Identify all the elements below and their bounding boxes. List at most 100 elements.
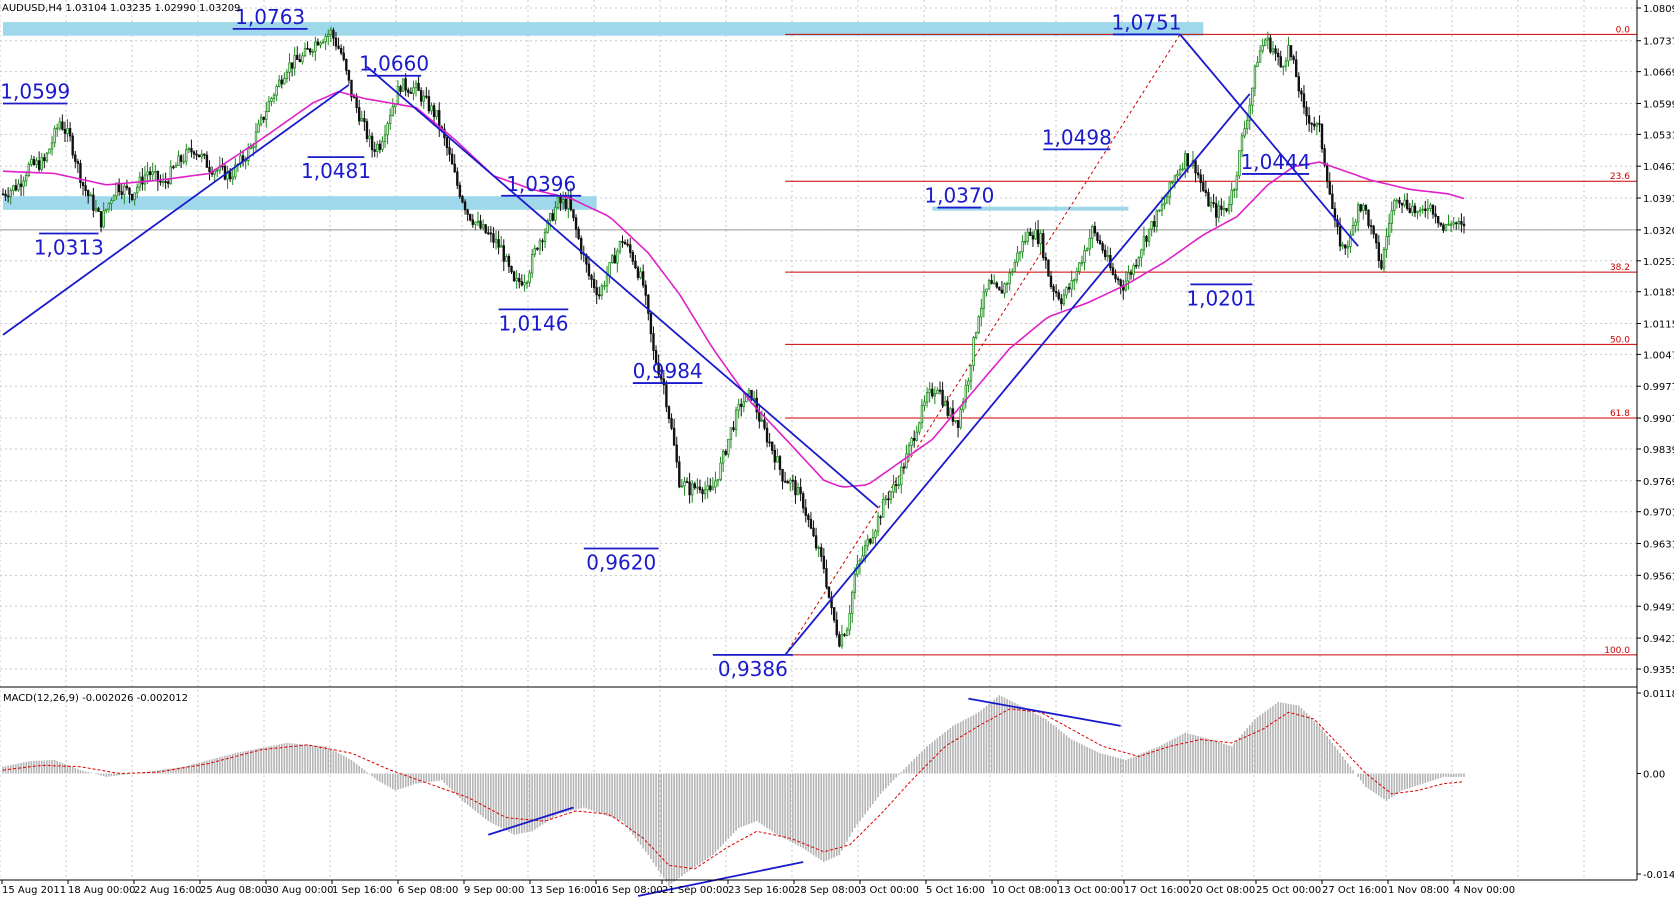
candle	[543, 228, 547, 249]
candle	[1305, 101, 1308, 126]
candle	[321, 38, 325, 44]
candle	[822, 548, 826, 574]
candle-body	[1457, 221, 1461, 225]
candle	[505, 253, 508, 262]
candle	[107, 202, 111, 213]
candle	[714, 471, 717, 494]
candle	[716, 478, 720, 487]
candle	[1359, 203, 1362, 213]
price-level-label: 1,0201	[1186, 286, 1256, 310]
candle	[1297, 72, 1300, 98]
candle	[1021, 235, 1024, 259]
candle-body	[938, 389, 942, 392]
candle-body	[1302, 93, 1306, 108]
candle-body	[1390, 210, 1393, 224]
candle-body	[40, 157, 43, 170]
candle-body	[469, 213, 472, 221]
candle	[969, 364, 973, 390]
candle-body	[1233, 189, 1236, 192]
candle	[843, 633, 846, 637]
candle-body	[641, 271, 645, 286]
candle-body	[910, 437, 913, 446]
candle-body	[146, 171, 149, 176]
candle	[1083, 244, 1086, 271]
candle-body	[1444, 223, 1448, 231]
candle-body	[280, 79, 283, 85]
candle-body	[1300, 90, 1303, 95]
trendline	[366, 65, 879, 509]
candle	[1271, 40, 1275, 56]
candle	[383, 124, 387, 148]
time-tick-label: 1 Nov 08:00	[1388, 885, 1449, 896]
candle-body	[185, 149, 188, 162]
candle	[936, 387, 939, 395]
price-tick-label: 0.93550	[1643, 665, 1674, 676]
candle-body	[747, 389, 751, 395]
candle-body	[634, 260, 637, 269]
candle	[1127, 265, 1130, 290]
candle	[1023, 231, 1027, 246]
candle-body	[30, 158, 33, 165]
candle-body	[50, 142, 54, 150]
candle-body	[1129, 272, 1133, 275]
candle-body	[1057, 292, 1060, 300]
candle	[1377, 235, 1381, 268]
candle	[869, 538, 872, 545]
time-tick-label: 4 Nov 00:00	[1454, 885, 1515, 896]
candle-body	[391, 106, 394, 117]
candle	[835, 611, 838, 638]
candle-body	[228, 171, 232, 180]
candle-body	[337, 45, 340, 49]
candle-body	[308, 48, 312, 53]
candle-body	[1202, 182, 1205, 191]
candle-body	[1287, 45, 1290, 62]
candle	[1418, 207, 1422, 217]
candle-body	[724, 450, 727, 455]
moving-average-line	[2, 90, 1465, 488]
candle-body	[1387, 222, 1391, 237]
candle-body	[1418, 209, 1422, 212]
candle-body	[301, 55, 304, 63]
candle	[884, 495, 887, 506]
candle-body	[1165, 196, 1169, 204]
price-level-label: 1,0396	[506, 172, 576, 196]
candle	[613, 247, 616, 264]
candle	[832, 607, 836, 623]
candle-body	[789, 479, 792, 484]
candle	[1300, 87, 1303, 102]
candle-body	[577, 228, 580, 239]
candle-body	[1346, 246, 1350, 249]
candle-body	[564, 199, 567, 209]
candle	[1034, 221, 1037, 240]
candle	[665, 380, 668, 413]
time-tick-label: 25 Aug 08:00	[200, 885, 267, 896]
candle-body	[660, 373, 663, 380]
candle	[946, 395, 949, 419]
candle	[807, 513, 810, 528]
candle-body	[685, 481, 689, 484]
candle	[1424, 200, 1427, 218]
candle-body	[205, 154, 209, 168]
candle	[412, 80, 415, 101]
candle-body	[471, 219, 474, 225]
candle-body	[1436, 216, 1440, 224]
candle	[1065, 286, 1068, 299]
candle-body	[489, 232, 493, 235]
candle	[231, 167, 234, 185]
candle-body	[1369, 225, 1373, 227]
candle-body	[618, 241, 622, 252]
candle-body	[977, 316, 980, 333]
price-tick-label: 1.08090	[1643, 4, 1674, 15]
candle-body	[383, 134, 387, 142]
time-tick-label: 13 Sep 16:00	[530, 885, 597, 896]
candle-body	[998, 286, 1001, 291]
candle	[164, 172, 167, 190]
candle-body	[801, 493, 805, 509]
candle	[391, 98, 394, 117]
candle	[1413, 202, 1417, 218]
support-resistance-zone	[3, 22, 1204, 36]
candle-body	[706, 485, 709, 491]
candle	[1238, 150, 1241, 179]
candle	[4, 189, 7, 201]
candle	[938, 381, 942, 395]
